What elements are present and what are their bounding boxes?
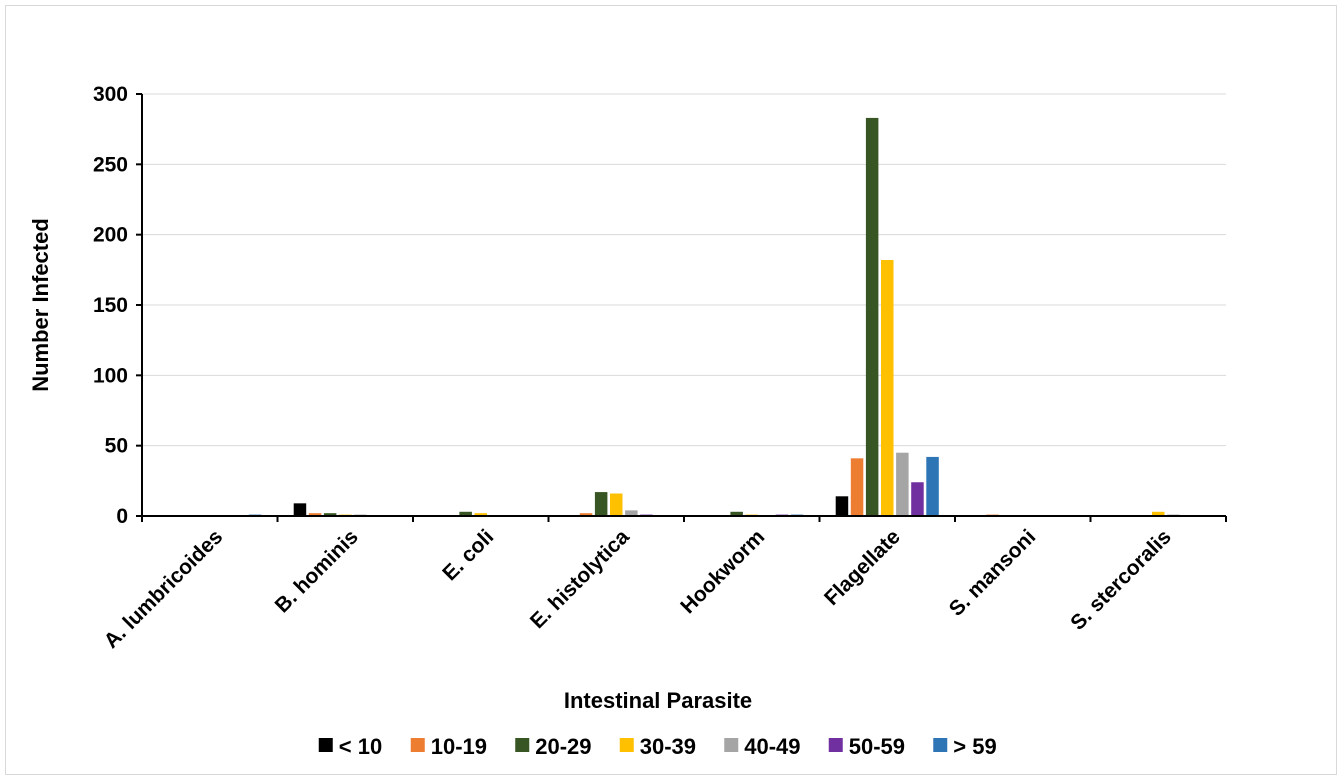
x-tick-label: A. lumbricoides: [100, 525, 228, 653]
bar: [881, 259, 894, 516]
bars: [248, 117, 1180, 516]
bar: [610, 493, 623, 516]
bar: [625, 510, 638, 516]
gridlines: [142, 93, 1226, 447]
y-tick-label: 50: [105, 435, 128, 458]
bar: [850, 458, 864, 516]
bar: [896, 452, 909, 516]
bar: [293, 503, 307, 516]
legend-swatch: [515, 738, 530, 752]
legend-label: 30-39: [640, 734, 696, 759]
bar: [308, 513, 322, 516]
x-axis-title: Intestinal Parasite: [564, 688, 752, 713]
x-tick-label: Flagellate: [820, 525, 905, 610]
chart-frame: [5, 5, 1337, 775]
bar: [835, 496, 849, 516]
x-axis-ticks: A. lumbricoides B. hominis E. coli E. histo…: [100, 516, 1227, 653]
x-tick-label: S. mansoni: [945, 525, 1040, 620]
legend-label: 10-19: [431, 734, 487, 759]
y-axis-ticks: 0 50 100 150 200 250 300: [93, 83, 142, 528]
x-tick-label: B. hominis: [271, 525, 363, 617]
y-tick-label: 0: [116, 505, 128, 528]
bar: [594, 492, 608, 516]
bar: [459, 511, 472, 516]
y-axis-title: Number Infected: [28, 218, 53, 392]
x-tick-label: E. histolytica: [526, 525, 634, 633]
bar: [579, 513, 593, 516]
y-tick-label: 100: [93, 364, 128, 387]
legend-swatch: [828, 738, 843, 752]
legend-label: > 59: [953, 734, 996, 759]
bar: [865, 117, 879, 516]
legend-label: 50-59: [849, 734, 905, 759]
legend-swatch: [619, 738, 634, 752]
y-tick-label: 200: [93, 224, 128, 247]
bar: [474, 513, 487, 516]
legend-swatch: [410, 738, 425, 752]
legend-label: < 10: [339, 734, 382, 759]
y-tick-label: 300: [93, 83, 128, 106]
bar: [323, 513, 337, 516]
legend-swatch: [933, 738, 948, 752]
bar: [911, 482, 924, 516]
bar: [730, 511, 743, 516]
legend: < 10 10-19 20-29 30-39 40-49 50-59 > 59: [318, 734, 997, 759]
x-tick-label: Hookworm: [676, 525, 769, 618]
y-tick-label: 250: [93, 153, 128, 176]
x-tick-label: S. stercoralis: [1066, 525, 1176, 635]
legend-label: 40-49: [744, 734, 800, 759]
legend-swatch: [318, 738, 333, 752]
x-tick-label: E. coli: [438, 525, 498, 585]
legend-swatch: [724, 738, 739, 752]
bar: [926, 456, 939, 516]
bar: [1152, 511, 1165, 516]
legend-label: 20-29: [535, 734, 591, 759]
y-tick-label: 150: [93, 294, 128, 317]
